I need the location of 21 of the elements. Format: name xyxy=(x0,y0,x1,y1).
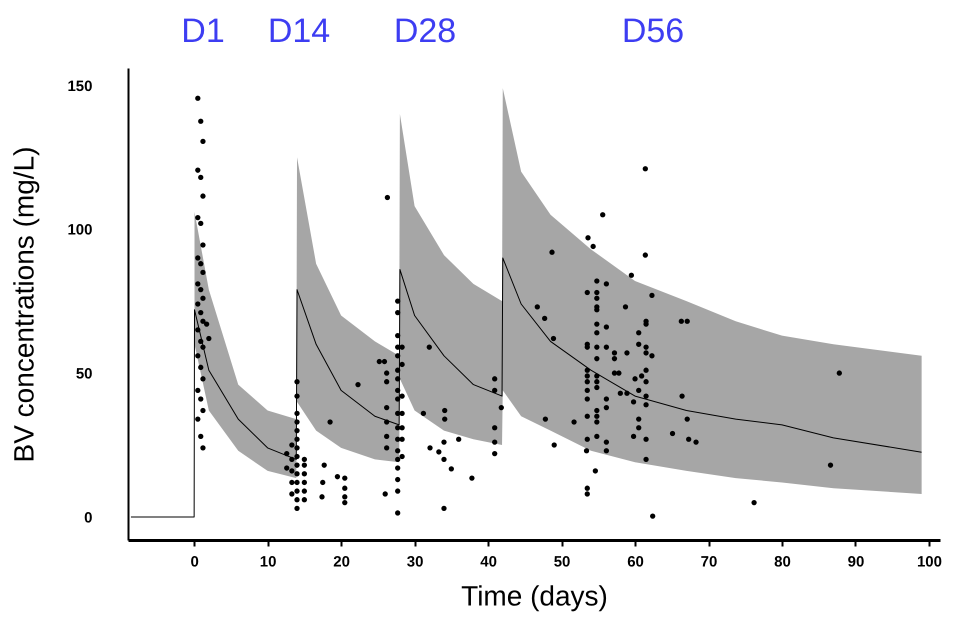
x-tick-label: 30 xyxy=(406,554,424,570)
y-tick-label: 100 xyxy=(67,222,92,239)
x-tick-label: 100 xyxy=(916,554,942,570)
text: D1 xyxy=(181,12,225,50)
x-tick-label: 0 xyxy=(190,554,199,570)
x-axis-title: Time (days) xyxy=(461,580,608,612)
x-tick-label: 50 xyxy=(554,554,570,570)
y-tick-label: 150 xyxy=(67,78,92,95)
x-tick-label: 90 xyxy=(848,554,864,570)
x-tick-label: 80 xyxy=(774,554,791,570)
x-tick-label: 20 xyxy=(333,554,350,570)
text: D14 xyxy=(268,12,330,50)
text: D28 xyxy=(394,12,456,50)
y-tick-label: 0 xyxy=(84,509,92,526)
x-tick-label: 60 xyxy=(627,554,644,570)
x-tick-label: 70 xyxy=(700,554,718,570)
y-axis-title: BV concentrations (mg/L) xyxy=(8,146,40,462)
x-tick-label: 40 xyxy=(480,554,497,570)
x-tick-label: 10 xyxy=(260,554,276,570)
y-tick-label: 50 xyxy=(76,366,92,383)
text: D56 xyxy=(622,12,684,50)
